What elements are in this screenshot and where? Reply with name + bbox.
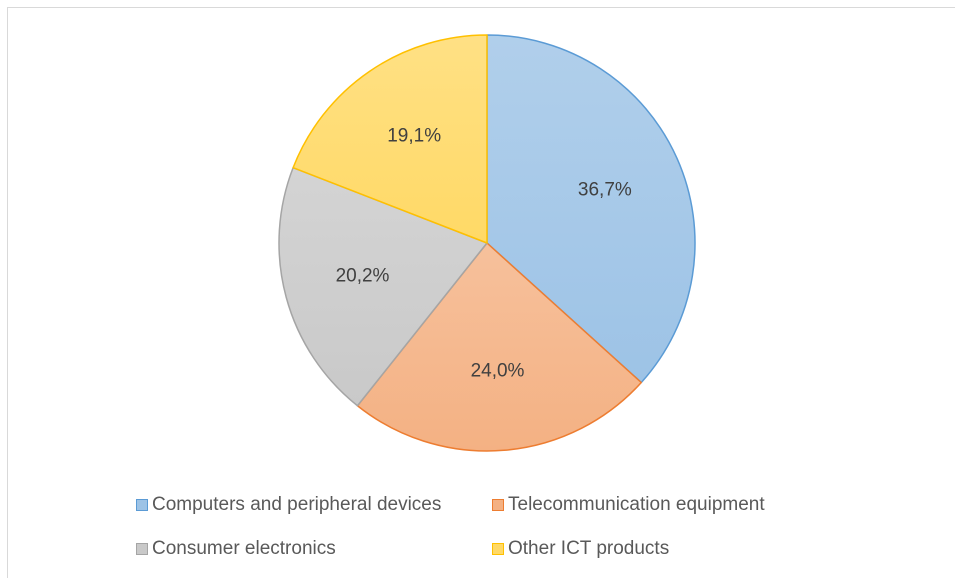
data-label-telecom: 24,0% (471, 361, 525, 382)
pie-slice-computers (486, 34, 696, 384)
data-label-computers: 36,7% (578, 180, 632, 201)
pie-slice-telecom (356, 242, 643, 452)
pie-slices (278, 34, 696, 452)
data-label-other: 19,1% (387, 126, 441, 147)
pie-slice-consumer (278, 166, 488, 407)
pie-slice-other (292, 34, 488, 244)
data-label-consumer: 20,2% (336, 266, 390, 287)
pie-data-labels: 36,7% 24,0% 20,2% 19,1% (336, 126, 632, 382)
